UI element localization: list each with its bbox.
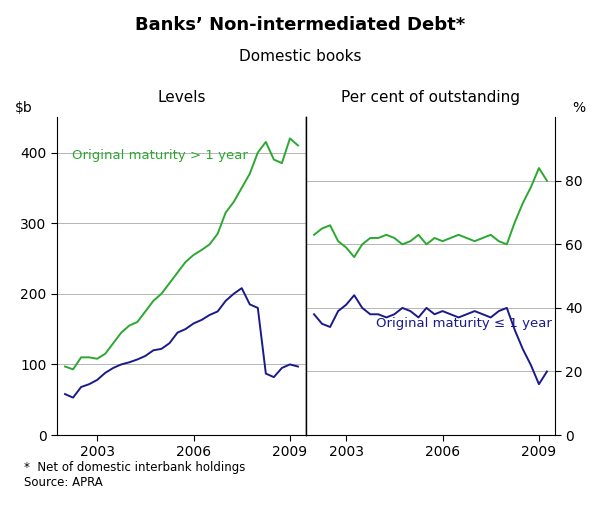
Text: Levels: Levels	[157, 90, 206, 105]
Text: Banks’ Non-intermediated Debt*: Banks’ Non-intermediated Debt*	[135, 16, 465, 34]
Text: *  Net of domestic interbank holdings
Source: APRA: * Net of domestic interbank holdings Sou…	[24, 461, 245, 489]
Text: Domestic books: Domestic books	[239, 49, 361, 65]
Text: Original maturity > 1 year: Original maturity > 1 year	[72, 149, 248, 162]
Text: %: %	[572, 101, 585, 115]
Text: Original maturity ≤ 1 year: Original maturity ≤ 1 year	[376, 317, 551, 330]
Text: $b: $b	[15, 101, 33, 115]
Text: Per cent of outstanding: Per cent of outstanding	[341, 90, 520, 105]
